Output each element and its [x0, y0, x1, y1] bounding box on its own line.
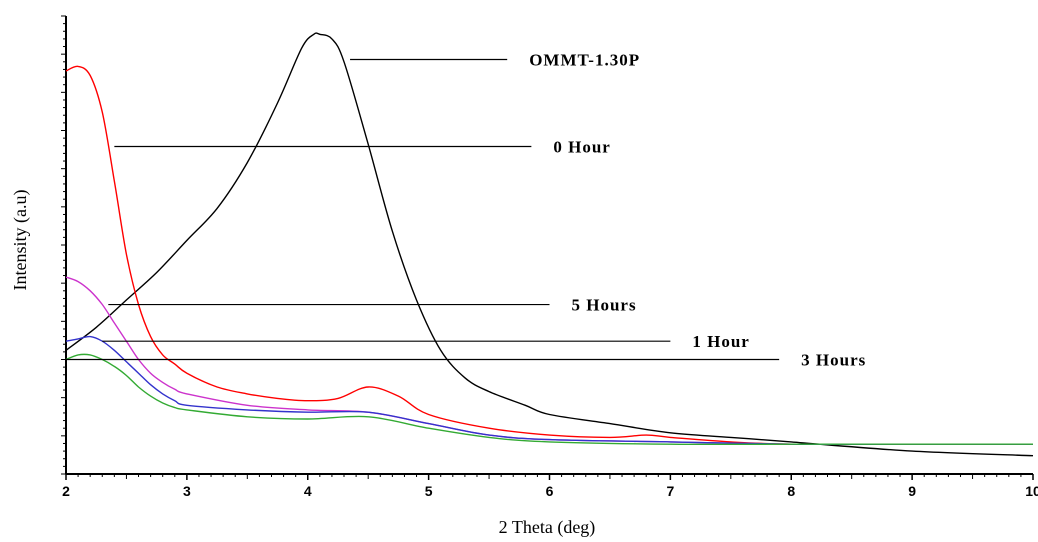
series-line-ommt-1-30p [65, 32, 1034, 457]
x-tick-label: 8 [787, 483, 795, 499]
x-tick-label: 7 [666, 483, 674, 499]
x-tick-label: 5 [425, 483, 433, 499]
series-label-5-hours: 5 Hours [572, 296, 637, 315]
series-label-ommt-1-30p: OMMT-1.30P [529, 51, 640, 70]
series-line-1-hour [65, 335, 1033, 446]
series-line-0-hour [65, 65, 1033, 446]
series-line-5-hours [65, 276, 1033, 446]
x-tick-label: 6 [546, 483, 554, 499]
axes: 2 3 4 5 6 7 8 9 10 [61, 15, 1038, 499]
annotation-layer: OMMT-1.30P 0 Hour 5 Hours 1 Hour 3 Hours [66, 51, 866, 370]
x-tick-label: 10 [1025, 483, 1038, 499]
series-line-3-hours [65, 353, 1033, 446]
x-tick-label: 3 [183, 483, 191, 499]
y-axis-label: Intensity (a.u) [10, 190, 31, 291]
series-label-3-hours: 3 Hours [801, 351, 866, 370]
series-layer [65, 32, 1034, 457]
x-tick-label: 2 [62, 483, 70, 499]
series-label-0-hour: 0 Hour [553, 138, 610, 157]
x-tick-label: 9 [908, 483, 916, 499]
x-axis-label: 2 Theta (deg) [499, 517, 596, 538]
series-label-1-hour: 1 Hour [692, 332, 749, 351]
x-tick-label: 4 [304, 483, 312, 499]
